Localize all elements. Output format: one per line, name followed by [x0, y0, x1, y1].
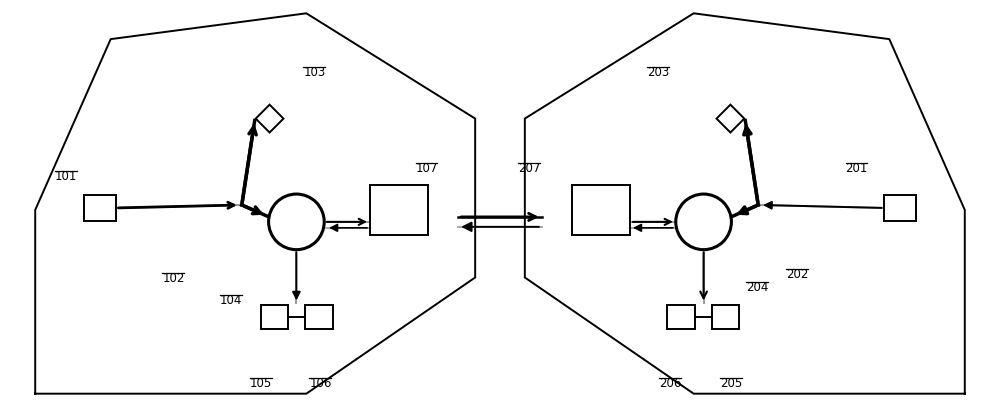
Bar [572, 185, 630, 235]
Text: 207: 207 [518, 162, 540, 175]
Text: 107: 107 [416, 162, 438, 175]
Bar [84, 195, 116, 221]
Bar [884, 195, 916, 221]
Text: 204: 204 [746, 281, 769, 294]
Bar [370, 185, 428, 235]
Text: 104: 104 [220, 294, 242, 307]
Bar [305, 305, 333, 329]
Bar [712, 305, 739, 329]
Circle shape [676, 194, 731, 249]
Text: 106: 106 [309, 377, 332, 390]
Text: 206: 206 [659, 377, 681, 390]
Polygon shape [717, 104, 744, 132]
Text: 205: 205 [720, 377, 743, 390]
Bar [667, 305, 695, 329]
Polygon shape [256, 104, 283, 132]
Text: 101: 101 [55, 170, 77, 183]
Text: 203: 203 [647, 66, 669, 79]
Circle shape [269, 194, 324, 249]
Text: 103: 103 [303, 66, 326, 79]
Text: 105: 105 [250, 377, 272, 390]
Bar [261, 305, 288, 329]
Text: 102: 102 [162, 271, 185, 285]
Text: 202: 202 [786, 268, 808, 281]
Text: 201: 201 [846, 162, 868, 175]
